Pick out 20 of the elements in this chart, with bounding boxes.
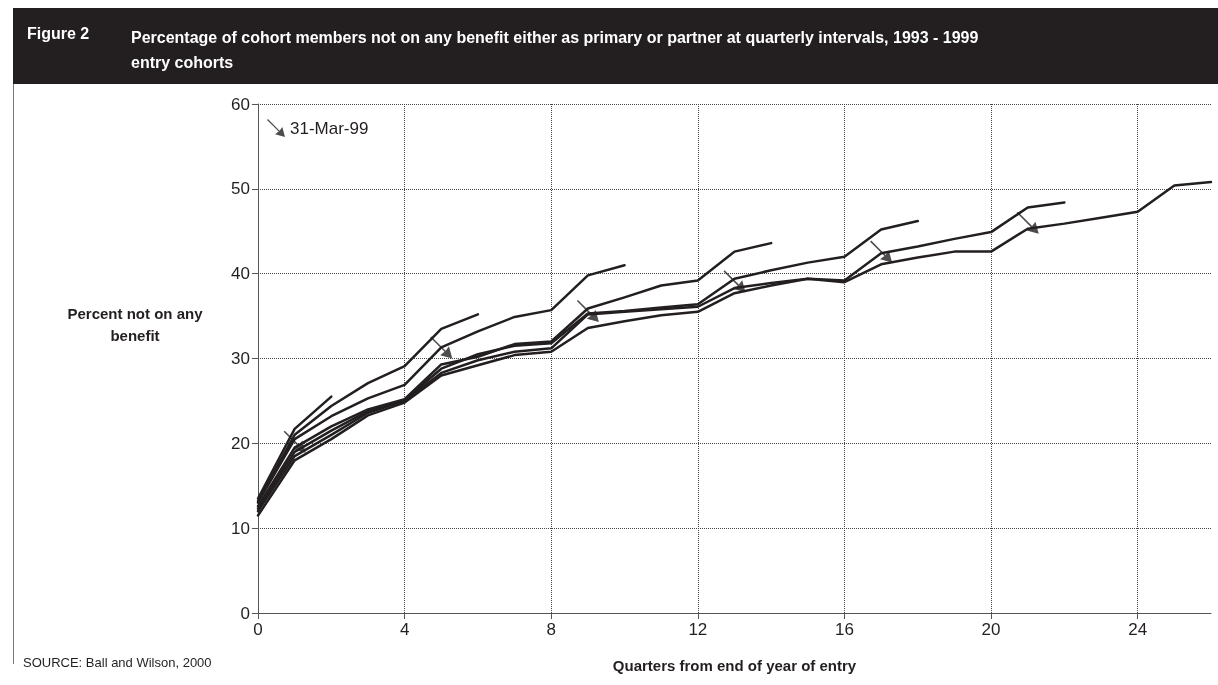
caption: Figure 2	[27, 25, 91, 44]
source-note: SOURCE: Ball and Wilson, 2000	[23, 655, 212, 670]
x-tick-label: 0	[253, 620, 263, 639]
legend-label: 31-Mar-99	[290, 118, 369, 138]
chart-title: Percentage of cohort members not on any benefit either as primary or partner at quarterly intervals, 1993 - 1999 entry cohorts	[131, 28, 980, 73]
y-tick-label: 30	[231, 349, 250, 368]
y-tick-label: 20	[231, 433, 250, 453]
y-tick-label: 40	[231, 264, 250, 284]
x-tick-label: 8	[546, 620, 556, 639]
y-tick-label: 50	[231, 179, 250, 199]
y-tick-label: 10	[231, 518, 250, 538]
x-tick-label: 12	[688, 620, 708, 639]
y-tick-label: 60	[231, 94, 250, 114]
x-tick-label: 4	[399, 620, 410, 639]
x-axis-title: Quarters from end of year of entry	[612, 657, 857, 674]
x-tick-label: 16	[835, 620, 854, 639]
x-tick-label: 20	[981, 620, 1001, 639]
x-tick-label: 24	[1128, 620, 1148, 639]
y-tick-label: 0	[240, 603, 250, 623]
y-axis-title: Percent not on any benefit	[66, 304, 204, 346]
